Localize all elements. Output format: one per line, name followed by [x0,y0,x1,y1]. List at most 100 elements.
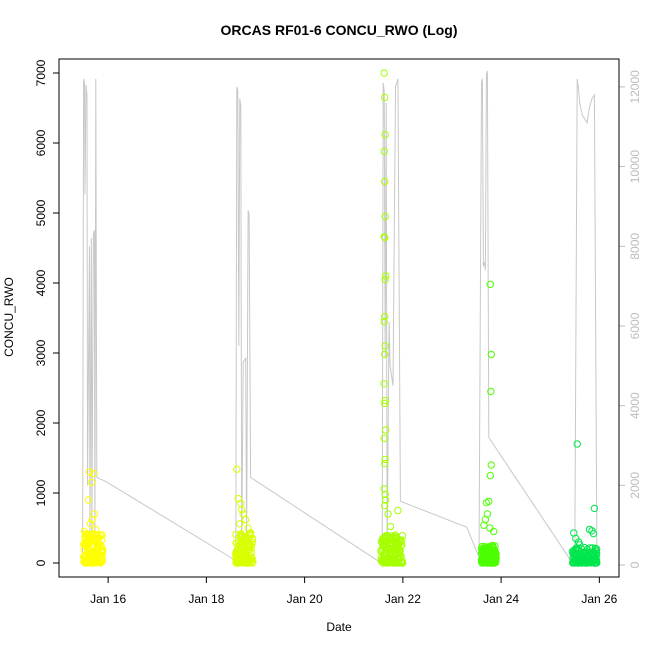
data-point [382,552,390,560]
data-point [86,520,95,528]
data-point [237,533,245,541]
series-points-1 [232,465,257,567]
data-point [394,506,402,515]
y2-tick-label-6: 12000 [628,70,642,104]
y-tick-label-1: 1000 [34,479,48,506]
y2-tick-label-4: 8000 [628,233,642,260]
series-line-5 [82,70,598,563]
data-point [579,554,588,562]
data-point [87,478,96,487]
data-point [237,530,245,538]
data-point [381,501,389,510]
y-tick-label-7: 7000 [34,59,48,86]
data-point [380,69,388,77]
data-point [86,557,94,566]
data-point [94,539,103,547]
data-point [480,521,488,529]
data-point [96,559,105,567]
data-point [247,548,256,556]
data-point [382,426,390,434]
axes: Jan 16 Jan 18 Jan 20 Jan 22 Jan 24 Jan 26 0 100… [34,59,642,606]
data-point [580,543,589,552]
data-point [380,380,388,388]
data-point [382,535,390,543]
data-point [381,350,389,359]
data-point [492,552,500,561]
y-tick-label-5: 5000 [34,199,48,226]
data-point [384,559,393,567]
data-point [580,552,589,561]
data-point [82,542,90,550]
x-tick-label-0: Jan 16 [90,592,126,606]
data-point [94,534,103,543]
y2-tick-label-0: 0 [628,561,642,568]
series-points-4 [568,440,601,567]
data-point [486,471,494,480]
data-point [490,527,498,536]
x-tick-label-5: Jan 26 [581,592,617,606]
data-point [238,506,246,514]
chart-title: ORCAS RF01-6 CONCU_RWO (Log) [221,22,458,38]
data-point [236,520,244,528]
data-point [98,546,107,554]
data-point [88,515,97,524]
data-point [395,536,404,544]
data-point [482,550,490,558]
series-points-2 [377,69,407,567]
y2-tick-label-1: 2000 [628,472,642,499]
data-point [384,510,392,518]
data-point [380,147,388,156]
data-point [233,546,241,554]
x-tick-label-2: Jan 20 [287,592,323,606]
data-point [574,558,583,567]
data-point [381,93,389,102]
data-point [381,275,389,284]
series-points-3 [477,280,500,567]
y2-tick-label-2: 4000 [628,392,642,419]
x-axis-label: Date [326,620,352,634]
y-tick-label-2: 2000 [34,409,48,436]
data-point [593,545,601,553]
data-point [381,212,389,221]
data-point [590,504,599,513]
data-point [83,531,92,539]
y-tick-label-0: 0 [34,559,48,566]
data-point [386,522,395,531]
data-point [380,485,388,493]
x-tick-label-4: Jan 24 [483,592,519,606]
data-point [86,554,94,562]
data-point [232,539,241,547]
x-tick-label-1: Jan 18 [188,592,224,606]
data-point [487,461,495,469]
data-point [382,549,390,558]
data-point [398,559,407,567]
data-point [487,350,495,359]
data-point [381,459,389,468]
data-point [87,532,95,540]
data-point [233,557,241,566]
data-point [486,280,494,289]
data-point [233,465,241,473]
data-point [246,529,255,537]
data-point [487,387,495,396]
data-point [92,525,100,534]
data-point [576,554,584,563]
data-point [584,557,592,566]
data-point [95,552,104,560]
data-point [589,558,597,566]
data-point [573,440,581,448]
y-tick-label-4: 4000 [34,269,48,296]
data-point [570,549,578,557]
data-point [246,532,255,540]
data-point [82,538,90,546]
data-point [377,547,385,556]
data-point [380,317,388,326]
y2-tick-label-3: 6000 [628,312,642,339]
data-point [482,499,491,507]
point-series [80,69,601,567]
data-point [396,536,405,545]
data-point [589,529,598,538]
data-point [569,550,577,558]
data-point [242,515,250,524]
y2-tick-label-5: 10000 [628,150,642,184]
